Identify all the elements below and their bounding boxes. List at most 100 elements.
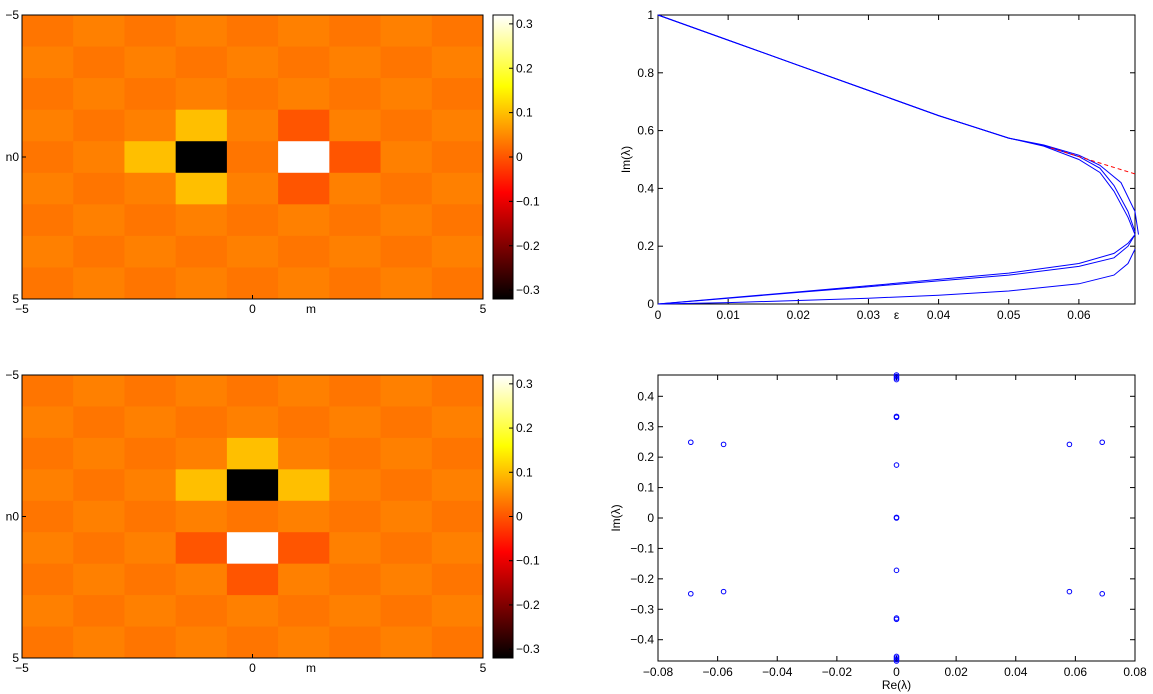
heatmap-cell xyxy=(329,595,382,628)
x-tick-label: 5 xyxy=(480,302,487,316)
y-axis-label: Im(λ) xyxy=(619,146,633,173)
heatmap-cell xyxy=(380,532,433,565)
y-tick-label: 0.6 xyxy=(637,124,654,138)
heatmap-cell xyxy=(226,626,279,659)
heatmap-cell xyxy=(22,532,74,565)
heatmap-cell xyxy=(431,46,484,79)
heatmap-cell xyxy=(380,563,433,596)
heatmap-cell xyxy=(329,109,382,142)
y-tick-label: 0 xyxy=(12,510,19,524)
series-line-4 xyxy=(657,234,1136,305)
y-tick-label: 0.4 xyxy=(637,389,654,403)
heatmap-cell xyxy=(73,46,125,79)
heatmap-cell xyxy=(226,595,279,628)
heatmap-cell xyxy=(124,563,177,596)
heatmap-cell xyxy=(278,626,330,659)
heatmap-cell xyxy=(73,500,125,533)
data-point xyxy=(720,441,727,448)
colorbar-tick-label: 0.2 xyxy=(516,61,533,75)
colorbar-tick-label: 0.3 xyxy=(516,17,533,31)
heatmap-cell xyxy=(226,204,279,237)
heatmap-cell xyxy=(380,406,433,439)
colorbar-tick-label: 0.2 xyxy=(516,421,533,435)
colorbar-tick-label: −0.2 xyxy=(516,598,540,612)
x-tick-label: 0.04 xyxy=(1004,665,1028,679)
y-tick-label: 5 xyxy=(12,292,19,306)
heatmap-cell xyxy=(431,15,484,48)
heatmap-cell xyxy=(431,172,484,205)
heatmap-cell xyxy=(226,78,279,111)
heatmap-cell xyxy=(22,267,74,300)
x-axis-label: Re(λ) xyxy=(882,678,911,692)
data-point xyxy=(687,439,694,446)
y-tick-label: 0.3 xyxy=(637,420,654,434)
heatmap-cell xyxy=(380,46,433,79)
data-point xyxy=(893,376,900,383)
heatmap-cell xyxy=(22,109,74,142)
heatmap-cell xyxy=(226,532,279,565)
heatmap-cell xyxy=(431,532,484,565)
heatmap-cell xyxy=(73,406,125,439)
heatmap-cell xyxy=(380,595,433,628)
heatmap-cell xyxy=(175,267,228,300)
heatmap-cell xyxy=(431,500,484,533)
colorbar-tick-label: 0.3 xyxy=(516,377,533,391)
colorbar-tick-label: −0.1 xyxy=(516,194,540,208)
data-point xyxy=(720,588,727,595)
heatmap-cell xyxy=(329,15,382,48)
heatmap-cell xyxy=(22,469,74,502)
plot-frame xyxy=(657,14,1136,305)
heatmap-cell xyxy=(278,500,330,533)
data-point xyxy=(893,462,900,468)
heatmap-cell xyxy=(380,469,433,502)
colorbar-tick-label: −0.1 xyxy=(516,554,540,568)
y-axis-label: n xyxy=(6,510,13,524)
heatmap-cell xyxy=(278,204,330,237)
x-tick-label: 0 xyxy=(893,665,900,679)
heatmap-cell xyxy=(226,172,279,205)
heatmap-cell xyxy=(431,235,484,268)
x-tick-label: −0.04 xyxy=(762,665,793,679)
heatmap-cell xyxy=(175,235,228,268)
heatmap-cell xyxy=(124,109,177,142)
heatmap-cell xyxy=(380,437,433,470)
heatmap-cell xyxy=(22,437,74,470)
x-tick-label: 0 xyxy=(249,302,256,316)
heatmap-cell xyxy=(329,235,382,268)
heatmap-cell xyxy=(124,500,177,533)
data-point xyxy=(893,413,900,420)
heatmap-cell xyxy=(124,532,177,565)
colorbar-tick-label: 0.1 xyxy=(516,106,533,120)
heatmap-cell xyxy=(278,267,330,300)
x-tick-label: 0.06 xyxy=(1064,665,1088,679)
heatmap-cell xyxy=(124,204,177,237)
heatmap-cell xyxy=(22,595,74,628)
y-tick-label: 0.1 xyxy=(637,481,654,495)
series-line-6 xyxy=(1050,147,1136,175)
colorbar-tick-label: −0.2 xyxy=(516,239,540,253)
heatmap-cell xyxy=(73,595,125,628)
heatmap-cell xyxy=(175,500,228,533)
heatmap-cell xyxy=(175,626,228,659)
heatmap-cell xyxy=(431,595,484,628)
x-tick-label: 0.01 xyxy=(716,308,740,322)
heatmap-cell xyxy=(329,375,382,407)
heatmap-cell xyxy=(431,109,484,142)
heatmap-cell xyxy=(175,406,228,439)
heatmap-cell xyxy=(124,469,177,502)
y-tick-label: 0.8 xyxy=(637,66,654,80)
heatmap-cell xyxy=(329,500,382,533)
heatmap-cell xyxy=(226,563,279,596)
heatmap-cell xyxy=(22,563,74,596)
heatmap-cell xyxy=(22,172,74,205)
heatmap-cell xyxy=(22,204,74,237)
x-tick-label: 0.02 xyxy=(944,665,968,679)
heatmap-cell xyxy=(175,375,228,407)
heatmap-cell xyxy=(73,15,125,48)
data-point xyxy=(1099,590,1106,597)
heatmap-cell xyxy=(380,172,433,205)
heatmap-cell xyxy=(380,141,433,174)
heatmap-cell xyxy=(329,172,382,205)
heatmap-cell xyxy=(226,15,279,48)
heatmap-cell xyxy=(22,235,74,268)
